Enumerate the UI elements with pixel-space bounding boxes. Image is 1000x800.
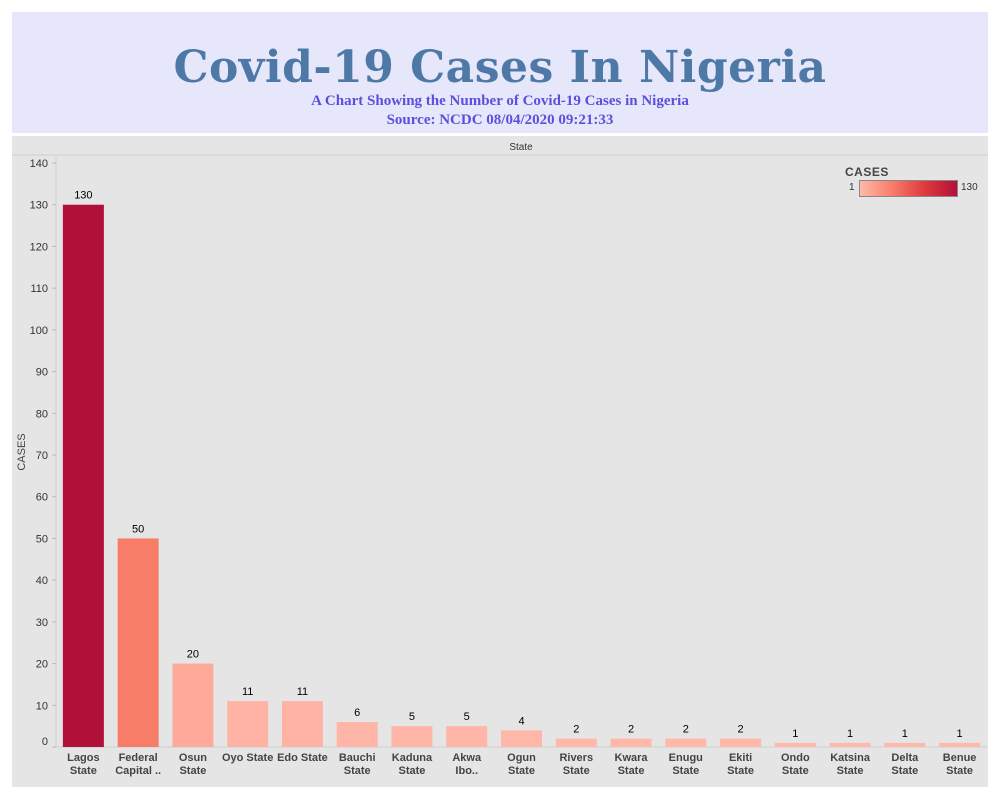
x-category-label: Osun xyxy=(179,752,207,764)
x-category-label: Enugu xyxy=(669,752,703,764)
bar-value-label: 50 xyxy=(132,523,144,535)
x-category-label: Ogun xyxy=(507,752,536,764)
x-category-label: Benue xyxy=(943,752,977,764)
x-category-label: State xyxy=(672,765,699,777)
y-tick-label: 140 xyxy=(30,158,48,170)
bar-value-label: 1 xyxy=(792,728,798,740)
y-tick-label: 50 xyxy=(36,533,48,545)
x-category-label: Capital .. xyxy=(115,765,161,777)
bar-value-label: 20 xyxy=(187,649,199,661)
bar xyxy=(172,663,214,747)
x-category-label: Edo State xyxy=(277,752,328,764)
x-category-label: State xyxy=(837,765,864,777)
x-category-label: State xyxy=(782,765,809,777)
bar-value-label: 4 xyxy=(518,715,524,727)
chart-title: Covid-19 Cases In Nigeria xyxy=(173,42,827,93)
y-tick-label: 110 xyxy=(30,283,48,295)
bar-value-label: 1 xyxy=(957,728,963,740)
x-category-label: Ibo.. xyxy=(455,765,478,777)
bar xyxy=(829,742,871,747)
x-category-label: State xyxy=(891,765,918,777)
x-category-label: Ondo xyxy=(781,752,810,764)
chart-header: Covid-19 Cases In Nigeria A Chart Showin… xyxy=(12,12,988,133)
y-tick-label: 130 xyxy=(30,200,48,212)
y-tick-label: 80 xyxy=(36,408,48,420)
legend-gradient xyxy=(859,180,958,197)
bar-value-label: 2 xyxy=(737,724,743,736)
chart-subtitle: A Chart Showing the Number of Covid-19 C… xyxy=(311,93,689,109)
x-category-label: Ekiti xyxy=(729,752,752,764)
bar-value-label: 11 xyxy=(242,686,253,698)
x-category-label: Katsina xyxy=(830,752,871,764)
x-category-label: State xyxy=(618,765,645,777)
bar xyxy=(117,538,159,747)
x-category-label: State xyxy=(727,765,754,777)
x-category-label: Delta xyxy=(891,752,919,764)
bar-value-label: 11 xyxy=(297,686,308,698)
x-category-label: Kaduna xyxy=(392,752,433,764)
bar-value-label: 5 xyxy=(409,711,415,723)
y-tick-label: 10 xyxy=(36,700,48,712)
bar-value-label: 2 xyxy=(683,724,689,736)
column-header: State xyxy=(509,142,533,153)
bar-value-label: 6 xyxy=(354,707,360,719)
bar xyxy=(939,742,981,747)
bar xyxy=(446,726,488,747)
x-category-label: State xyxy=(946,765,973,777)
bar xyxy=(774,742,816,747)
legend-title: CASES xyxy=(845,165,889,179)
x-category-label: Oyo State xyxy=(222,752,273,764)
x-category-label: State xyxy=(179,765,206,777)
bar xyxy=(610,738,652,747)
x-category-label: Federal xyxy=(119,752,158,764)
x-category-label: Rivers xyxy=(559,752,593,764)
x-category-label: Kwara xyxy=(615,752,649,764)
bar-value-label: 2 xyxy=(628,724,634,736)
y-tick-label: 30 xyxy=(36,617,48,629)
legend-max-label: 130 xyxy=(961,182,978,193)
bar-value-label: 130 xyxy=(74,190,92,202)
x-category-label: State xyxy=(344,765,371,777)
y-tick-label: 70 xyxy=(36,450,48,462)
legend-min-label: 1 xyxy=(849,182,855,193)
y-tick-label: 60 xyxy=(36,492,48,504)
bar xyxy=(555,738,597,747)
x-category-label: State xyxy=(70,765,97,777)
bar xyxy=(62,204,104,747)
bar xyxy=(227,701,269,747)
y-tick-label: 90 xyxy=(36,367,48,379)
chart-source: Source: NCDC 08/04/2020 09:21:33 xyxy=(386,112,614,128)
x-category-label: State xyxy=(563,765,590,777)
bar-value-label: 1 xyxy=(847,728,853,740)
bar-value-label: 1 xyxy=(902,728,908,740)
bar-value-label: 2 xyxy=(573,724,579,736)
x-category-label: State xyxy=(508,765,535,777)
x-category-label: Lagos xyxy=(67,752,99,764)
bar xyxy=(391,726,433,747)
y-tick-label: 0 xyxy=(42,736,48,748)
y-axis-title: CASES xyxy=(16,433,28,470)
bar xyxy=(720,738,762,747)
y-tick-label: 100 xyxy=(30,325,48,337)
x-category-label: Akwa xyxy=(452,752,482,764)
bar xyxy=(281,701,323,747)
bar xyxy=(501,730,542,747)
bar xyxy=(336,721,378,747)
x-category-label: State xyxy=(399,765,426,777)
bar xyxy=(665,738,707,747)
y-tick-label: 40 xyxy=(36,575,48,587)
bar xyxy=(884,742,926,747)
y-tick-label: 120 xyxy=(30,241,48,253)
color-legend: CASES 1 130 xyxy=(845,165,985,205)
bar-value-label: 5 xyxy=(464,711,470,723)
x-category-label: Bauchi xyxy=(339,752,376,764)
y-tick-label: 20 xyxy=(36,659,48,671)
